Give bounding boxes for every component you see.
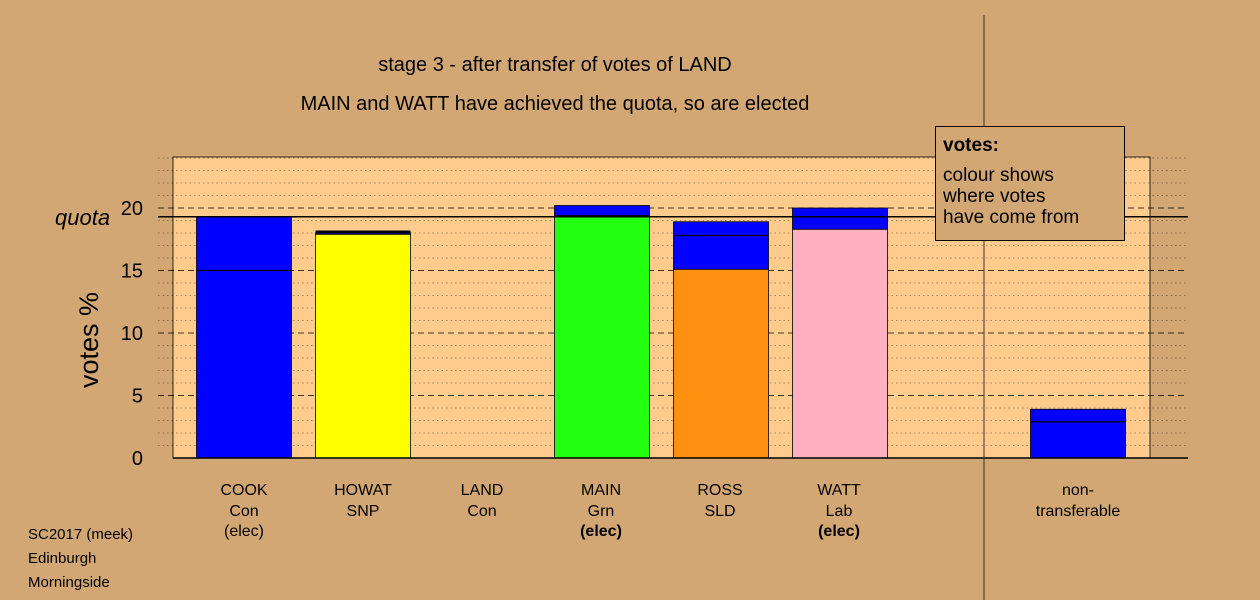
- y-tick-label: 20: [121, 198, 143, 220]
- footer-ward: Morningside: [28, 574, 110, 591]
- bar-segment-cook: [673, 221, 769, 270]
- y-tick-label: 15: [121, 261, 143, 283]
- candidate-party-label: Grn: [588, 503, 615, 520]
- candidate-party-label: SNP: [347, 503, 380, 520]
- bar-segment-cook: [196, 216, 292, 459]
- legend-line: have come from: [943, 207, 1080, 228]
- y-tick-label: 0: [132, 448, 143, 470]
- bar-segment-main: [554, 215, 650, 459]
- candidate-status-label: (elec): [818, 523, 860, 540]
- bar-ross: [673, 221, 769, 459]
- bar-cook: [196, 216, 292, 459]
- bar-segment-howat: [315, 233, 411, 459]
- legend-title: votes:: [943, 135, 999, 156]
- quota-label: quota: [55, 205, 110, 230]
- y-tick-label: 5: [132, 386, 143, 408]
- candidate-name-label: LAND: [461, 482, 504, 499]
- y-tick-label: 10: [121, 323, 143, 345]
- bar-segment-cook: [792, 207, 888, 230]
- footer-city: Edinburgh: [28, 550, 97, 567]
- legend-line: where votes: [943, 186, 1046, 207]
- candidate-party-label: SLD: [704, 503, 735, 520]
- status-text: MAIN and WATT have achieved the quota, s…: [300, 93, 810, 115]
- x-axis-labels: COOK Con (elec) HOWAT SNP LAND Con MAIN Grn (elec…: [220, 482, 1120, 540]
- bar-watt: [792, 207, 888, 459]
- y-axis: 0 5 10 15 20 votes %: [74, 198, 143, 470]
- legend-line: colour shows: [943, 165, 1054, 186]
- candidate-name-label: ROSS: [697, 482, 742, 499]
- stage-title: stage 3 - after transfer of votes of LAN…: [378, 54, 732, 76]
- bar-segment-ross: [673, 268, 769, 459]
- candidate-party-label: Lab: [826, 503, 853, 520]
- candidate-name-label: HOWAT: [334, 482, 392, 499]
- non-transferable-label: non-: [1062, 482, 1094, 499]
- bar-segment-land: [315, 230, 411, 233]
- bar-segment-cook: [554, 205, 650, 216]
- candidate-status-label: (elec): [580, 523, 622, 540]
- non-transferable-label: transferable: [1036, 503, 1121, 520]
- bar-segment-non-transferable: [1030, 408, 1126, 459]
- bar-main: [554, 205, 650, 459]
- candidate-party-label: Con: [229, 503, 258, 520]
- y-axis-label: votes %: [74, 292, 104, 388]
- candidate-name-label: MAIN: [581, 482, 621, 499]
- candidate-name-label: WATT: [817, 482, 861, 499]
- footer-method: SC2017 (meek): [28, 526, 134, 543]
- bar-howat: [315, 230, 411, 459]
- bars: [196, 205, 1126, 459]
- candidate-name-label: COOK: [220, 482, 267, 499]
- bar-segment-watt: [792, 228, 888, 459]
- bar-non-transferable: [1030, 408, 1126, 459]
- candidate-party-label: Con: [467, 503, 496, 520]
- legend: votes: colour shows where votes have com…: [935, 126, 1125, 241]
- bar-segment-cook: [315, 232, 411, 235]
- candidate-status-label: (elec): [224, 523, 264, 540]
